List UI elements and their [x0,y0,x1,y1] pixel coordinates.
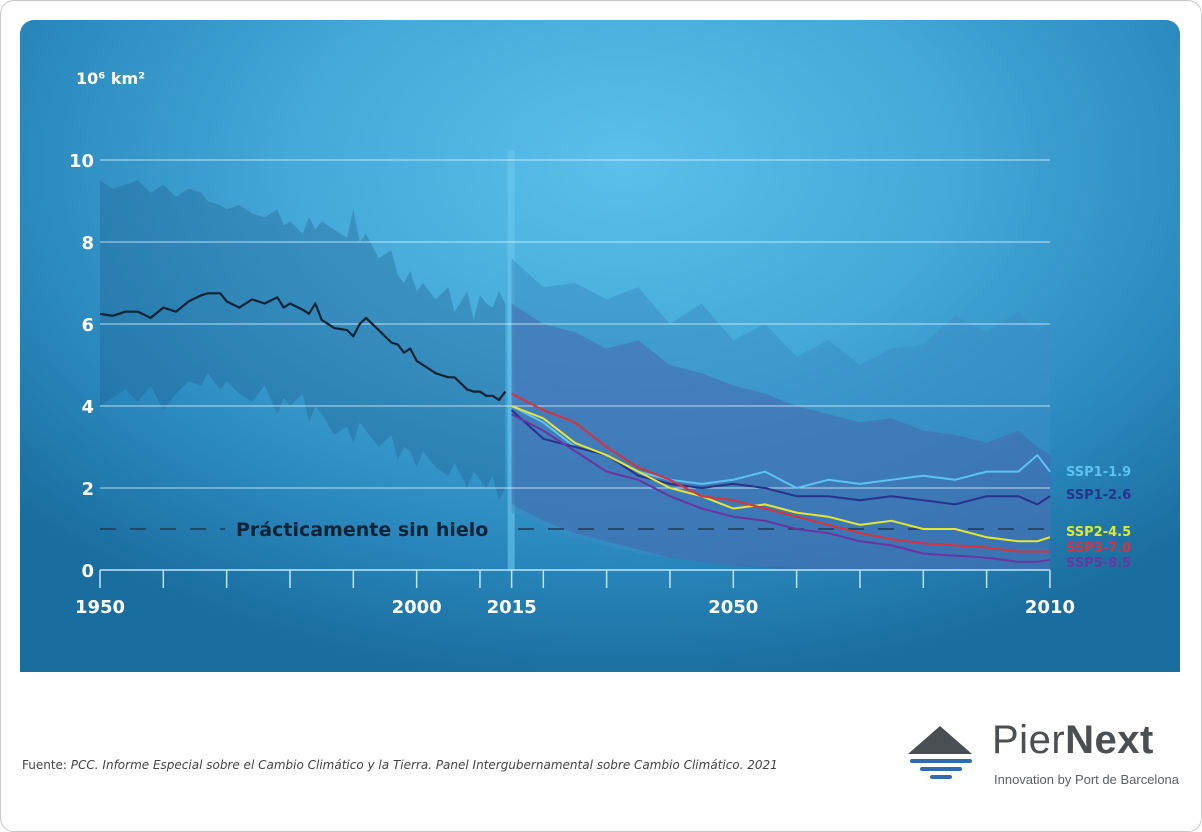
x-tick-label: 1950 [75,597,125,618]
y-axis-label: 10⁶ km² [76,69,145,88]
legend-label-ssp1-2.6: SSP1-2.6 [1066,488,1131,503]
legend-label-ssp5-8.5: SSP5-8.5 [1066,556,1131,571]
legend-label-ssp3-7.0: SSP3-7.0 [1066,541,1131,556]
piernext-logo: PierNext Innovation by Port de Barcelona [906,718,1186,794]
projection-range-band-wide [511,258,1051,570]
y-tick-label: 2 [81,479,94,500]
threshold-label: Prácticamente sin hielo [236,519,488,541]
y-tick-label: 6 [81,315,94,336]
logo-mark-icon [908,726,972,779]
x-tick-label: 2000 [392,597,442,618]
source-note: Fuente: PCC. Informe Especial sobre el C… [22,758,778,772]
source-prefix: Fuente: [22,758,71,772]
projection-range-band-core [511,303,1051,570]
historical-range-band [100,180,506,501]
x-tick-label: 2050 [708,597,758,618]
series-line-ssp2-4.5 [511,405,1051,543]
2015-divider-stripe [507,150,515,570]
historical-line [99,292,507,401]
y-tick-label: 4 [81,397,94,418]
x-tick-label: 2015 [487,597,537,618]
legend-label-ssp2-4.5: SSP2-4.5 [1066,525,1131,540]
y-tick-label: 8 [81,233,94,254]
y-tick-label: 10 [69,151,94,172]
source-text: PCC. Informe Especial sobre el Cambio Cl… [70,758,778,772]
y-tick-label: 0 [81,561,94,582]
x-tick-label: 2010 [1025,597,1075,618]
series-line-ssp5-8.5 [511,413,1051,563]
series-line-ssp3-7.0 [511,392,1050,553]
logo-tagline: Innovation by Port de Barcelona [994,772,1180,787]
logo-wordmark: PierNext [992,718,1154,762]
legend-label-ssp1-1.9: SSP1-1.9 [1066,465,1131,480]
